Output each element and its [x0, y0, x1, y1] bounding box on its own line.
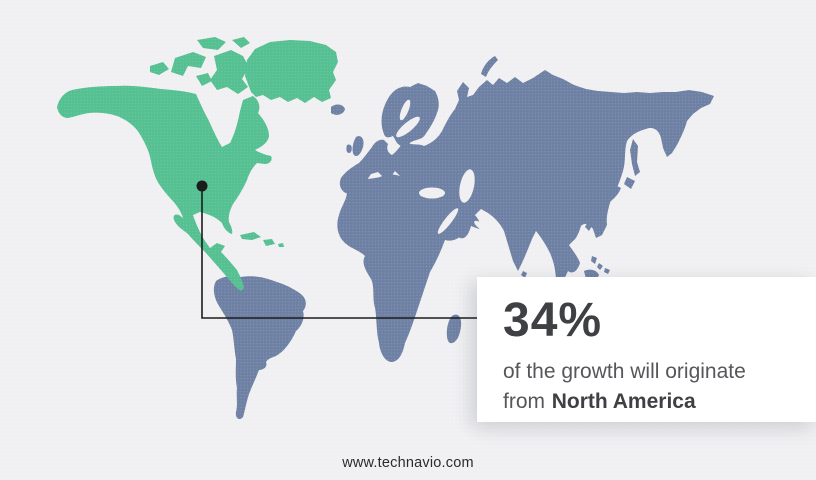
stat-region-name: North America	[551, 390, 696, 413]
stat-value: 34%	[503, 294, 603, 347]
location-marker-dot	[196, 180, 208, 192]
callout-line	[201, 186, 479, 319]
stat-line-2: from North America	[503, 387, 806, 417]
stat-line-2-prefix: from	[503, 390, 545, 413]
footer-website: www.technavio.com	[342, 455, 474, 471]
stat-line-1: of the growth will originate	[503, 360, 746, 383]
stat-card: 34% of the growth will originate from Nor…	[477, 277, 816, 422]
